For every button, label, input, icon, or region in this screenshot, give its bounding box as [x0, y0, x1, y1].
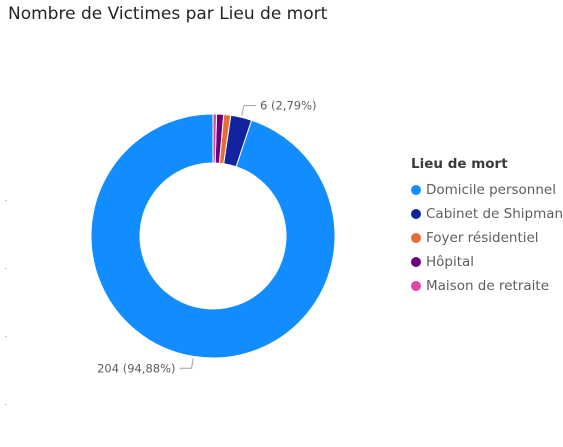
legend-marker [411, 257, 421, 267]
legend-marker [411, 233, 421, 243]
legend-marker [411, 185, 421, 195]
legend-item-cabinet-de-shipman[interactable]: Cabinet de Shipman [411, 202, 563, 226]
legend-title: Lieu de mort [411, 156, 508, 172]
legend-item-domicile-personnel[interactable]: Domicile personnel [411, 178, 563, 202]
legend-marker [411, 209, 421, 219]
legend-item-hopital[interactable]: Hôpital [411, 250, 563, 274]
legend-label: Domicile personnel [426, 182, 556, 198]
legend-item-foyer-residentiel[interactable]: Foyer résidentiel [411, 226, 563, 250]
chart-title: Nombre de Victimes par Lieu de mort [8, 4, 328, 24]
legend-label: Hôpital [426, 254, 475, 270]
legend-marker [411, 281, 421, 291]
slice-maison-de-retraite[interactable] [212, 113, 218, 164]
legend-item-maison-de-retraite[interactable]: Maison de retraite [411, 274, 563, 298]
data-label-domicile-personnel: 204 (94,88%) [97, 361, 175, 375]
leader-line-cabinet-de-shipman [241, 105, 257, 116]
data-label-cabinet-de-shipman: 6 (2,79%) [260, 99, 316, 113]
leader-line-domicile-personnel [179, 358, 194, 369]
legend-label: Foyer résidentiel [426, 230, 539, 246]
legend-label: Maison de retraite [426, 278, 550, 294]
legend: Lieu de mort Domicile personnel Cabinet d… [411, 156, 563, 298]
legend-label: Cabinet de Shipman [426, 206, 563, 222]
slice-domicile-personnel[interactable] [90, 113, 336, 359]
donut-slices [90, 113, 336, 359]
data-labels: 204 (94,88%) 6 (2,79%) [97, 99, 316, 376]
